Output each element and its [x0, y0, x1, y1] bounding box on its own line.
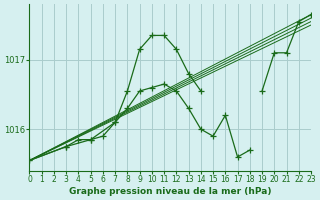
- X-axis label: Graphe pression niveau de la mer (hPa): Graphe pression niveau de la mer (hPa): [69, 187, 271, 196]
